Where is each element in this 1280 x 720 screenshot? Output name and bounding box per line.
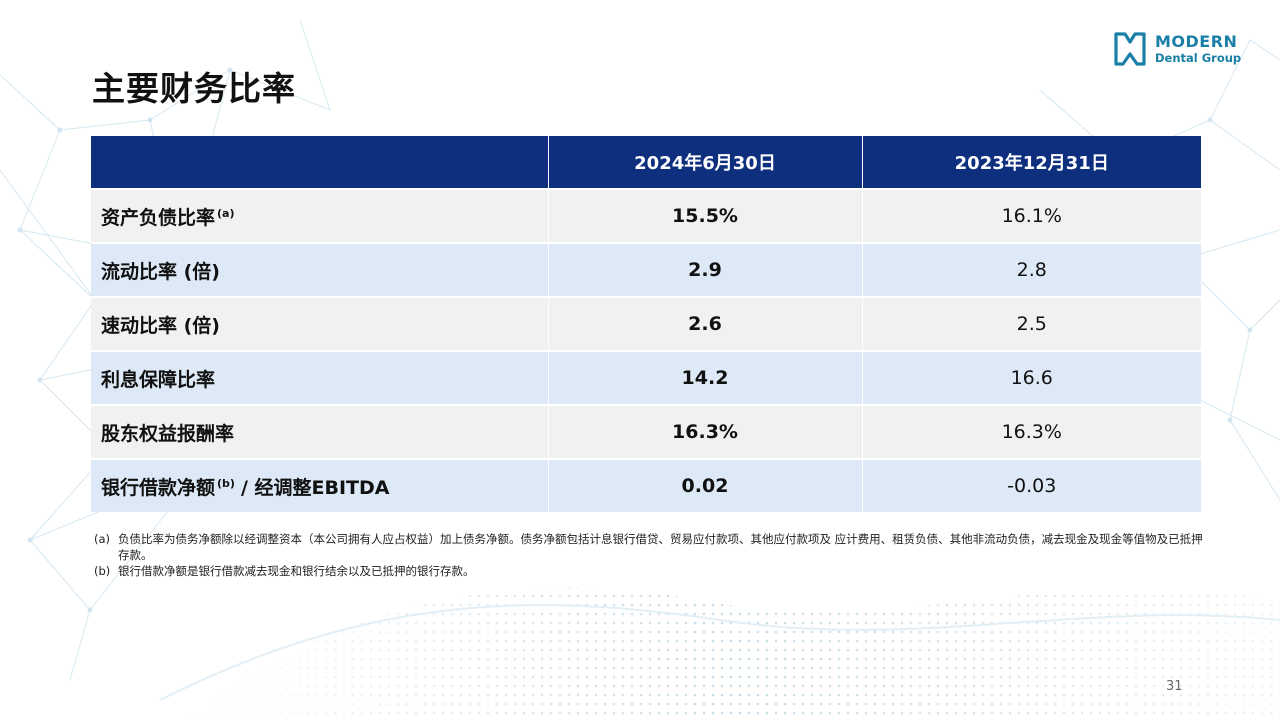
current-value: 14.2	[548, 350, 863, 405]
previous-value: 2.8	[862, 242, 1201, 297]
ratio-name-suffix: / 经调整EBITDA	[240, 476, 390, 499]
table-row: 流动比率 (倍) 2.9 2.8	[91, 242, 1201, 297]
ratio-name: 股东权益报酬率	[101, 422, 235, 445]
logo-name-line1: MODERN	[1155, 32, 1238, 51]
header-current-period: 2024年6月30日	[548, 136, 863, 189]
row-label: 资产负债比率 (a)	[91, 188, 549, 243]
row-label: 流动比率 (倍)	[91, 242, 549, 297]
current-value: 16.3%	[548, 404, 863, 459]
header-previous-period: 2023年12月31日	[862, 136, 1201, 189]
page-title: 主要财务比率	[92, 69, 296, 108]
footnote-marker: (a)	[94, 532, 111, 546]
footnote-marker: (b)	[94, 564, 111, 578]
ratio-name: 流动比率 (倍)	[101, 260, 220, 283]
tooth-bracket-logo-icon	[1114, 32, 1146, 66]
logo-name-line2: Dental Group	[1155, 51, 1242, 65]
previous-value: 16.6	[862, 350, 1201, 405]
ratio-name: 资产负债比率	[101, 206, 216, 229]
table-row: 银行借款净额 (b) / 经调整EBITDA 0.02 -0.03	[91, 458, 1201, 512]
header-label-column	[91, 136, 549, 189]
footnote-b: (b) 银行借款净额是银行借款减去现金和银行结余以及已抵押的银行存款。	[94, 563, 1204, 579]
previous-value: 16.3%	[862, 404, 1201, 459]
current-value: 0.02	[548, 458, 863, 512]
financial-ratios-table: 2024年6月30日 2023年12月31日 资产负债比率 (a) 15.5% 1…	[91, 136, 1201, 512]
current-value: 15.5%	[548, 188, 863, 243]
ratio-name: 利息保障比率	[101, 368, 216, 391]
footnote-ref: (b)	[217, 476, 235, 490]
current-value: 2.9	[548, 242, 863, 297]
table-row: 速动比率 (倍) 2.6 2.5	[91, 296, 1201, 351]
row-label: 利息保障比率	[91, 350, 549, 405]
footnote-ref: (a)	[217, 206, 235, 220]
page-number: 31	[1166, 679, 1183, 694]
table-row: 利息保障比率 14.2 16.6	[91, 350, 1201, 405]
row-label: 速动比率 (倍)	[91, 296, 549, 351]
previous-value: -0.03	[862, 458, 1201, 512]
table-row: 资产负债比率 (a) 15.5% 16.1%	[91, 188, 1201, 243]
footnotes: (a) 负债比率为债务净额除以经调整资本（本公司拥有人应占权益）加上债务净额。债…	[94, 531, 1204, 579]
footnote-text: 银行借款净额是银行借款减去现金和银行结余以及已抵押的银行存款。	[118, 564, 475, 578]
row-label: 银行借款净额 (b) / 经调整EBITDA	[91, 458, 549, 512]
previous-value: 16.1%	[862, 188, 1201, 243]
company-logo: MODERN Dental Group	[1113, 30, 1241, 68]
ratio-name: 速动比率 (倍)	[101, 314, 220, 337]
row-label: 股东权益报酬率	[91, 404, 549, 459]
table-header-row: 2024年6月30日 2023年12月31日	[91, 136, 1201, 189]
ratio-name: 银行借款净额	[101, 476, 216, 499]
previous-value: 2.5	[862, 296, 1201, 351]
footnote-a: (a) 负债比率为债务净额除以经调整资本（本公司拥有人应占权益）加上债务净额。债…	[94, 531, 1204, 563]
table-row: 股东权益报酬率 16.3% 16.3%	[91, 404, 1201, 459]
current-value: 2.6	[548, 296, 863, 351]
footnote-text: 负债比率为债务净额除以经调整资本（本公司拥有人应占权益）加上债务净额。债务净额包…	[118, 532, 1203, 562]
